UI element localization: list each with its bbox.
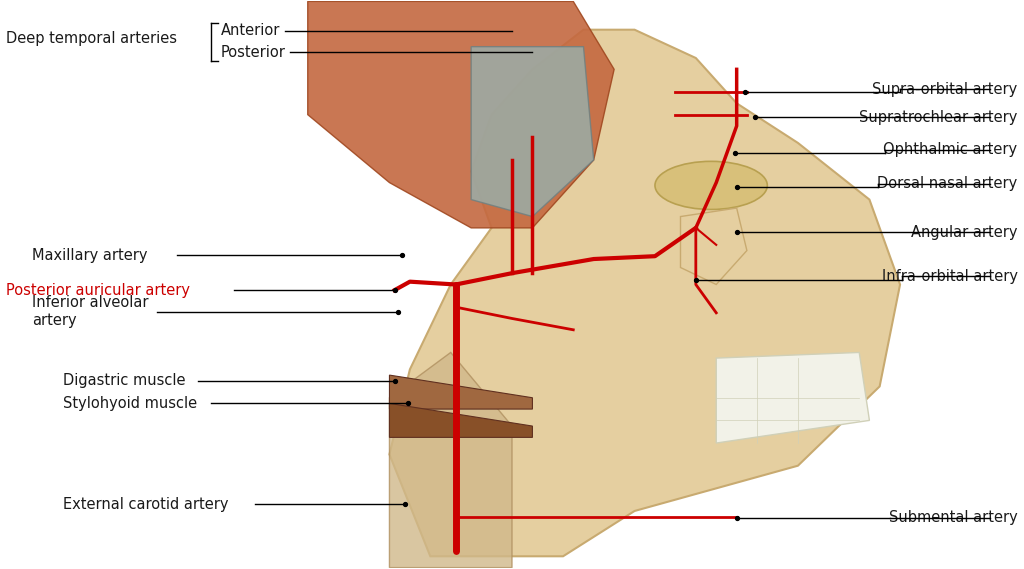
Text: Submental artery: Submental artery [889, 510, 1018, 525]
Ellipse shape [655, 162, 767, 209]
Polygon shape [308, 1, 614, 228]
Polygon shape [389, 403, 532, 438]
Text: Maxillary artery: Maxillary artery [32, 248, 147, 262]
Text: External carotid artery: External carotid artery [62, 497, 228, 512]
Text: Angular artery: Angular artery [911, 225, 1018, 240]
Text: Supratrochlear artery: Supratrochlear artery [859, 110, 1018, 125]
Polygon shape [389, 375, 532, 409]
Text: Inferior alveolar
artery: Inferior alveolar artery [32, 295, 148, 328]
Polygon shape [471, 47, 594, 217]
Text: Infra-orbital artery: Infra-orbital artery [882, 269, 1018, 283]
Text: Supra-orbital artery: Supra-orbital artery [872, 82, 1018, 97]
Text: Digastric muscle: Digastric muscle [62, 373, 185, 388]
Polygon shape [716, 352, 869, 443]
Text: Deep temporal arteries: Deep temporal arteries [6, 31, 177, 46]
Polygon shape [389, 30, 900, 556]
Polygon shape [389, 352, 512, 568]
Text: Posterior: Posterior [221, 45, 286, 60]
Text: Stylohyoid muscle: Stylohyoid muscle [62, 396, 197, 411]
Polygon shape [681, 208, 746, 284]
Text: Dorsal nasal artery: Dorsal nasal artery [878, 176, 1018, 191]
Text: Posterior auricular artery: Posterior auricular artery [6, 283, 190, 298]
Text: Ophthalmic artery: Ophthalmic artery [884, 142, 1018, 157]
Text: Anterior: Anterior [221, 23, 281, 38]
